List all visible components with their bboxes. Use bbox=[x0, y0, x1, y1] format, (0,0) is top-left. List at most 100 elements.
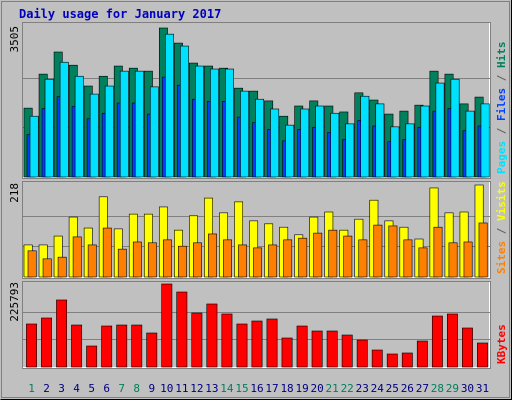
bar bbox=[433, 226, 443, 278]
bar bbox=[360, 95, 370, 178]
bar bbox=[131, 324, 143, 368]
bar bbox=[465, 110, 475, 178]
bar bbox=[86, 345, 98, 368]
bar bbox=[298, 237, 308, 278]
x-tick-label: 10 bbox=[160, 382, 173, 395]
bar bbox=[326, 330, 338, 368]
bar bbox=[225, 68, 234, 178]
bar bbox=[59, 61, 69, 178]
legend-entry: Files bbox=[495, 88, 508, 121]
bar bbox=[223, 239, 232, 278]
bar bbox=[268, 244, 278, 278]
bar bbox=[29, 115, 39, 178]
bar bbox=[390, 126, 400, 178]
x-tick-label: 17 bbox=[265, 382, 278, 395]
y-tick-label: 218 bbox=[8, 183, 21, 203]
bar bbox=[418, 247, 428, 278]
bar bbox=[266, 318, 278, 368]
legend-separator: / bbox=[495, 121, 508, 141]
bar bbox=[311, 330, 323, 368]
bar bbox=[356, 339, 368, 368]
bar bbox=[446, 313, 458, 368]
bar bbox=[41, 317, 52, 368]
bar bbox=[44, 78, 54, 178]
bar bbox=[74, 75, 84, 178]
x-tick-label: 6 bbox=[103, 382, 110, 395]
legend: Sites / Visits bbox=[495, 181, 508, 274]
bar bbox=[315, 105, 325, 178]
legend-separator: / bbox=[495, 68, 508, 88]
x-tick-label: 11 bbox=[175, 382, 188, 395]
bar bbox=[270, 108, 280, 178]
bar bbox=[328, 229, 338, 278]
bar bbox=[27, 250, 37, 278]
x-tick-label: 21 bbox=[326, 382, 339, 395]
x-tick-label: 23 bbox=[356, 382, 369, 395]
x-tick-label: 12 bbox=[190, 382, 203, 395]
bar bbox=[57, 256, 67, 278]
legend-entry: Hits bbox=[495, 42, 508, 69]
x-tick-label: 7 bbox=[118, 382, 125, 395]
bar bbox=[341, 334, 353, 368]
bar bbox=[87, 244, 97, 278]
bar bbox=[116, 324, 128, 368]
bar bbox=[191, 312, 203, 368]
bar bbox=[71, 324, 83, 368]
bar bbox=[240, 90, 250, 178]
x-tick-label: 8 bbox=[133, 382, 140, 395]
x-tick-label: 24 bbox=[371, 382, 385, 395]
bar bbox=[134, 70, 144, 178]
x-tick-label: 13 bbox=[205, 382, 218, 395]
bar bbox=[401, 352, 413, 368]
bar bbox=[195, 65, 204, 178]
bar bbox=[162, 239, 172, 278]
bar bbox=[210, 68, 219, 178]
bar bbox=[420, 105, 430, 178]
bar bbox=[343, 235, 353, 278]
bar bbox=[462, 327, 473, 368]
bar bbox=[221, 313, 233, 368]
legend-entry: KBytes bbox=[495, 324, 508, 364]
x-tick-label: 27 bbox=[416, 382, 429, 395]
x-tick-label: 3 bbox=[58, 382, 65, 395]
bar bbox=[431, 315, 443, 368]
x-tick-label: 14 bbox=[220, 382, 234, 395]
bar bbox=[89, 93, 99, 178]
bar bbox=[403, 239, 413, 278]
bar bbox=[330, 112, 340, 178]
y-tick-label: 225793 bbox=[8, 282, 21, 322]
x-tick-label: 20 bbox=[311, 382, 324, 395]
legend-entry: Visits bbox=[495, 181, 508, 221]
bar bbox=[102, 227, 112, 278]
bar bbox=[373, 224, 383, 278]
bar bbox=[448, 242, 458, 278]
bar bbox=[119, 70, 129, 178]
bar bbox=[193, 242, 202, 278]
bar bbox=[375, 103, 385, 178]
bar bbox=[146, 332, 158, 368]
x-tick-label: 19 bbox=[295, 382, 308, 395]
bar bbox=[238, 244, 248, 278]
bar bbox=[296, 325, 308, 368]
bar bbox=[147, 242, 157, 278]
x-tick-label: 16 bbox=[250, 382, 263, 395]
bar bbox=[26, 323, 37, 368]
bar bbox=[285, 124, 295, 178]
bar bbox=[236, 323, 248, 368]
x-tick-label: 26 bbox=[401, 382, 414, 395]
bar bbox=[371, 349, 383, 368]
bar bbox=[72, 236, 82, 278]
x-tick-label: 15 bbox=[235, 382, 248, 395]
bar bbox=[405, 123, 415, 178]
bar bbox=[300, 108, 310, 178]
bar bbox=[42, 258, 52, 278]
bar bbox=[206, 303, 218, 368]
legend-entry: Sites bbox=[495, 241, 508, 274]
bar bbox=[477, 342, 488, 368]
bar bbox=[161, 283, 173, 368]
bar bbox=[117, 248, 127, 278]
bar bbox=[56, 299, 68, 368]
bar bbox=[132, 241, 142, 278]
x-tick-label: 30 bbox=[461, 382, 474, 395]
